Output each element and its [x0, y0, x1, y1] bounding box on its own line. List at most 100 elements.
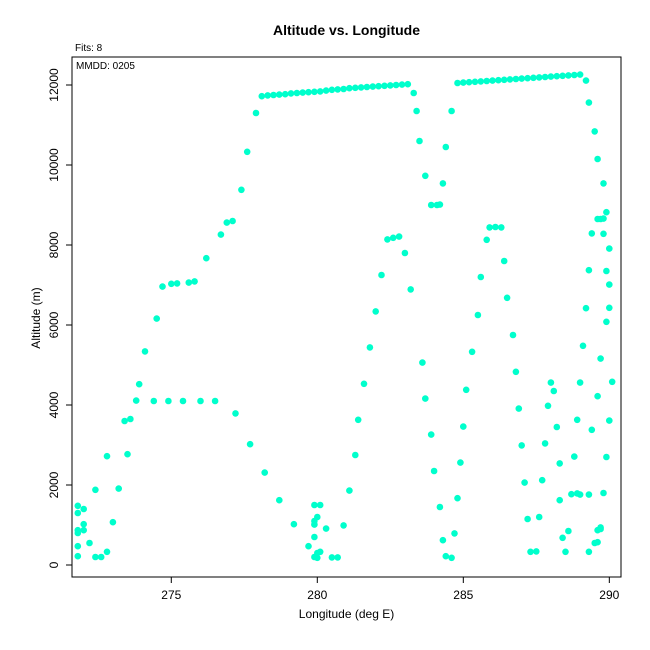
data-point: [127, 415, 134, 423]
data-point: [185, 279, 193, 286]
data-point: [594, 538, 601, 546]
y-tick-label: 8000: [47, 231, 61, 258]
data-point: [603, 267, 610, 275]
x-axis-label: Longitude (deg E): [299, 607, 394, 621]
data-point: [141, 348, 149, 355]
data-point: [352, 84, 359, 92]
data-point: [573, 490, 581, 497]
data-point: [381, 82, 388, 90]
data-point: [471, 78, 479, 86]
data-point: [346, 84, 353, 92]
data-point: [243, 148, 251, 156]
data-point: [547, 73, 555, 80]
data-point: [410, 89, 418, 97]
data-point: [518, 75, 525, 82]
data-point: [553, 72, 561, 80]
data-point: [544, 402, 552, 410]
data-point: [588, 230, 596, 237]
data-point: [483, 77, 491, 85]
data-point: [416, 137, 423, 145]
x-tick-label: 285: [453, 588, 473, 602]
data-point: [372, 308, 380, 315]
data-point: [74, 509, 82, 517]
data-point: [565, 72, 572, 79]
data-point: [375, 82, 382, 90]
data-point: [527, 548, 534, 556]
data-point: [360, 380, 368, 388]
x-tick-label: 280: [307, 588, 327, 602]
data-point: [454, 494, 461, 502]
data-point: [524, 515, 531, 523]
data-point: [530, 74, 537, 82]
data-point: [314, 513, 321, 521]
data-point: [276, 496, 283, 504]
data-point: [334, 554, 342, 561]
data-point: [500, 257, 508, 265]
data-point: [352, 451, 359, 459]
data-point: [600, 230, 607, 238]
data-point: [384, 236, 391, 243]
data-point: [264, 92, 272, 99]
data-point: [468, 348, 476, 356]
data-point: [500, 76, 508, 84]
data-point: [568, 490, 575, 498]
data-point: [86, 539, 93, 547]
data-point: [395, 233, 403, 240]
data-point: [606, 281, 613, 288]
data-point: [413, 107, 420, 115]
data-point: [492, 223, 499, 231]
data-point: [576, 71, 584, 78]
data-point: [229, 217, 236, 225]
data-point: [597, 524, 604, 531]
data-point: [281, 90, 289, 98]
data-point: [150, 397, 158, 405]
data-point: [474, 311, 482, 319]
y-tick-label: 2000: [47, 471, 61, 498]
data-point: [547, 379, 555, 386]
data-point: [495, 76, 502, 84]
data-point: [305, 542, 312, 550]
data-point: [103, 452, 111, 460]
x-tick-label: 275: [161, 588, 181, 602]
data-point: [477, 273, 485, 281]
data-point: [606, 245, 613, 252]
data-point: [109, 518, 117, 526]
y-tick-label: 12000: [47, 68, 61, 102]
data-point: [419, 359, 426, 366]
data-point: [422, 172, 429, 180]
data-point: [439, 180, 447, 187]
data-point: [223, 219, 231, 226]
data-point: [457, 459, 464, 466]
data-point: [603, 208, 610, 216]
data-point: [588, 426, 596, 434]
data-point: [585, 491, 593, 498]
data-point: [311, 521, 318, 528]
x-tick-label: 290: [599, 588, 619, 602]
data-point: [462, 386, 470, 394]
data-point: [299, 89, 307, 96]
y-tick-label: 10000: [47, 148, 61, 182]
data-point: [442, 552, 450, 560]
data-point: [92, 553, 99, 561]
data-point: [173, 280, 181, 287]
data-point: [74, 542, 82, 550]
data-point: [74, 552, 82, 560]
data-point: [556, 460, 563, 467]
data-point: [448, 107, 455, 115]
data-point: [340, 85, 347, 93]
data-point: [460, 79, 467, 86]
data-point: [316, 501, 324, 509]
data-point: [535, 513, 543, 521]
data-point: [538, 476, 546, 484]
data-point: [311, 501, 318, 509]
data-point: [314, 554, 321, 562]
mmdd-annotation: MMDD: 0205: [76, 61, 135, 72]
data-point: [603, 318, 610, 326]
x-axis: 275 280 285 290: [161, 576, 620, 602]
data-point: [293, 89, 301, 97]
data-point: [346, 487, 353, 494]
y-tick-label: 6000: [47, 311, 61, 338]
data-point: [489, 77, 496, 84]
data-point: [576, 379, 584, 386]
